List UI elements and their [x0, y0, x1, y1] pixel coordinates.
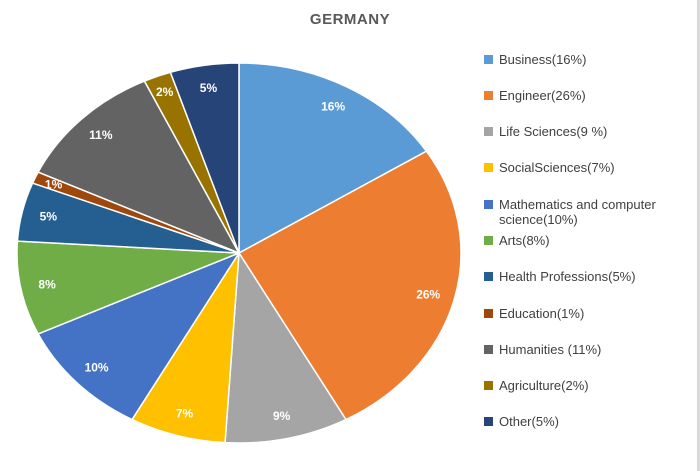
data-label: 11%: [89, 128, 113, 142]
legend-label: Humanities (11%): [499, 342, 602, 357]
legend-label: Engineer(26%): [499, 88, 586, 103]
legend-swatch: [484, 381, 493, 390]
data-label: 10%: [85, 360, 109, 374]
legend-label: SocialSciences(7%): [499, 160, 615, 175]
legend-swatch: [484, 127, 493, 136]
legend-swatch: [484, 417, 493, 426]
legend-label: Arts(8%): [499, 233, 550, 248]
data-label: 8%: [38, 277, 56, 291]
legend-label: Business(16%): [499, 52, 587, 67]
legend-swatch: [484, 91, 493, 100]
legend-swatch: [484, 200, 493, 209]
legend-label: Life Sciences(9 %): [499, 124, 608, 139]
pie-slice-humanities: [37, 80, 241, 255]
pie-slice-arts: [16, 240, 240, 335]
pie-slice-business: [238, 62, 428, 255]
legend-swatch: [484, 236, 493, 245]
chart-title: GERMANY: [309, 11, 391, 28]
legend-swatch: [484, 55, 493, 64]
legend-label: Education(1%): [499, 306, 585, 321]
data-label: 16%: [321, 99, 345, 113]
pie-slice-life-sciences: [224, 250, 348, 444]
legend-swatch: [484, 163, 493, 172]
legend-swatch: [484, 345, 493, 354]
data-label: 9%: [273, 409, 291, 423]
pie-slice-engineer: [237, 150, 462, 421]
data-label: 2%: [156, 85, 174, 99]
legend-swatch: [484, 272, 493, 281]
legend-label: Other(5%): [499, 414, 559, 429]
data-label: 7%: [176, 407, 194, 421]
data-label: 26%: [416, 288, 440, 302]
pie-slice-other: [169, 62, 240, 254]
data-label: 5%: [40, 210, 58, 224]
data-label: 1%: [45, 177, 63, 191]
frame-edge: [697, 0, 700, 471]
legend-label: Health Professions(5%): [499, 269, 636, 284]
legend-label: Mathematics and computer science(10%): [499, 197, 656, 227]
data-label: 5%: [200, 81, 218, 95]
pie-slice-mathematics-and-computer-science: [37, 251, 241, 421]
legend-swatch: [484, 309, 493, 318]
legend-label: Agriculture(2%): [499, 378, 589, 393]
